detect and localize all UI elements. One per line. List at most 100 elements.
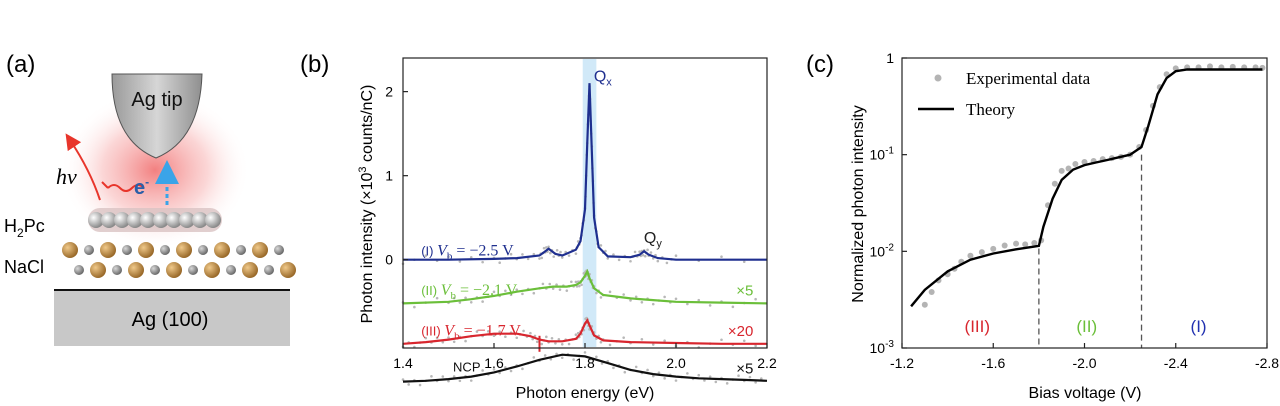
ag-substrate — [54, 291, 290, 346]
region-label-2: (II) — [1076, 317, 1097, 336]
spectrum-noise-point — [570, 280, 573, 284]
spectrum-noise-point — [559, 250, 562, 254]
chloride-ion — [226, 265, 236, 275]
spectrum-noise-point — [737, 374, 740, 377]
spectrum-noise-point — [640, 338, 644, 341]
spectrum-noise-point — [574, 333, 578, 337]
spectrum-noise-point — [633, 250, 637, 254]
electron-label: e- — [134, 175, 149, 199]
y-tick-label-c: 10-2 — [870, 242, 895, 259]
spectrum-noise-point — [509, 293, 513, 297]
spectrum-noise-point — [447, 379, 450, 383]
spectrum-line-2 — [402, 268, 768, 305]
series-label-3: (III) Vb = −1.7 V — [421, 322, 521, 342]
experimental-point — [1051, 180, 1058, 187]
spectrum-noise-point — [674, 254, 678, 258]
series-multiplier-2: ×5 — [736, 282, 753, 299]
series-multiplier-4: ×5 — [736, 361, 753, 378]
spectrum-noise-point — [665, 261, 669, 265]
x-tick-label-c: -2.0 — [1072, 355, 1096, 371]
spectrum-noise-point — [458, 379, 462, 383]
spectrum-noise-point — [441, 375, 445, 378]
spectrum-noise-point — [560, 356, 564, 360]
sodium-ion — [242, 262, 258, 278]
photon-label: hν — [56, 164, 77, 189]
spectrum-noise-point — [612, 366, 615, 370]
spectrum-noise-point — [541, 282, 545, 286]
molecule-label: H2Pc — [4, 216, 45, 240]
spectrum-noise-point — [540, 342, 544, 346]
spectrum-noise-point — [549, 357, 553, 361]
spectrum-noise-point — [557, 337, 561, 341]
peak-annotation-2: Qy — [644, 230, 662, 250]
experimental-point — [1031, 239, 1038, 246]
experimental-point — [928, 288, 935, 295]
spectrum-noise-point — [640, 300, 644, 304]
spectrum-noise-point — [475, 330, 479, 333]
spectrum-noise-point — [492, 368, 496, 371]
chloride-ion — [150, 265, 160, 275]
photon-wave — [101, 181, 145, 192]
spectrum-noise-point — [599, 340, 603, 344]
spectrum-noise-point — [663, 295, 666, 299]
y-tick-label-c: 10-3 — [870, 339, 895, 356]
panel-label-a: (a) — [6, 51, 35, 78]
x-tick-label-b: 2.0 — [666, 355, 686, 371]
spectrum-noise-point — [657, 371, 661, 374]
spectrum-noise-point — [599, 296, 603, 299]
y-tick-label-c: 10-1 — [870, 146, 895, 163]
spectrum-noise-point — [542, 246, 546, 250]
spectrum-noise-point — [663, 377, 666, 380]
spectrum-noise-point — [617, 258, 621, 262]
spectrum-noise-point — [634, 365, 638, 369]
experimental-point — [1022, 241, 1029, 248]
x-tick-label-c: -1.6 — [981, 355, 1005, 371]
spectrum-noise-point — [521, 253, 524, 256]
spectrum-noise-point — [540, 256, 544, 260]
sodium-ion — [176, 242, 192, 258]
series-multiplier-3: ×20 — [728, 323, 753, 340]
spectrum-noise-point — [606, 257, 610, 260]
spectrum-noise-point — [674, 297, 678, 301]
sodium-ion — [138, 242, 154, 258]
chloride-ion — [74, 265, 84, 275]
experimental-point — [990, 245, 997, 252]
spectrum-noise-point — [595, 291, 598, 295]
sodium-ion — [100, 242, 116, 258]
chloride-ion — [122, 245, 132, 255]
molecule — [88, 208, 222, 232]
spectrum-noise-point — [545, 246, 548, 249]
y-axis-label-b: Photon intensity (×103 counts/nC) — [357, 85, 376, 324]
chloride-ion — [264, 265, 274, 275]
spectrum-noise-point — [576, 331, 580, 335]
x-tick-label-c: -2.8 — [1255, 355, 1279, 371]
spectrum-noise-point — [720, 338, 723, 342]
spectrum-noise-point — [458, 301, 462, 304]
spectrum-noise-point — [492, 290, 496, 294]
spectrum-noise-point — [469, 256, 473, 259]
spectrum-noise-point — [599, 244, 603, 247]
x-tick-label-c: -2.4 — [1164, 355, 1188, 371]
spectrum-noise-point — [760, 377, 763, 380]
spectrum-line-1 — [403, 83, 767, 261]
spectrum-line-4 — [402, 353, 768, 383]
spectrum-noise-point — [697, 298, 701, 302]
spectrum-noise-point — [458, 260, 462, 263]
spectrum-noise-point — [521, 292, 524, 296]
spectrum-noise-point — [447, 255, 450, 259]
spectrum-noise-point — [748, 375, 752, 379]
spectrum-noise-point — [663, 339, 666, 343]
molecule-atom — [114, 212, 130, 228]
spectrum-noise-point — [487, 330, 490, 333]
spectrum-noise-point — [720, 255, 723, 259]
molecule-atom — [101, 212, 117, 228]
chloride-ion — [274, 245, 284, 255]
experimental-point — [1065, 165, 1072, 172]
spectrum-noise-point — [515, 336, 519, 340]
y-tick-label-b: 0 — [385, 252, 393, 268]
y-tick-label-b: 2 — [385, 84, 393, 100]
legend-label-experiment: Experimental data — [966, 69, 1091, 88]
spectrum-noise-point — [583, 351, 587, 354]
spectrum-noise-point — [565, 289, 569, 292]
spectrum-noise-point — [555, 352, 558, 356]
